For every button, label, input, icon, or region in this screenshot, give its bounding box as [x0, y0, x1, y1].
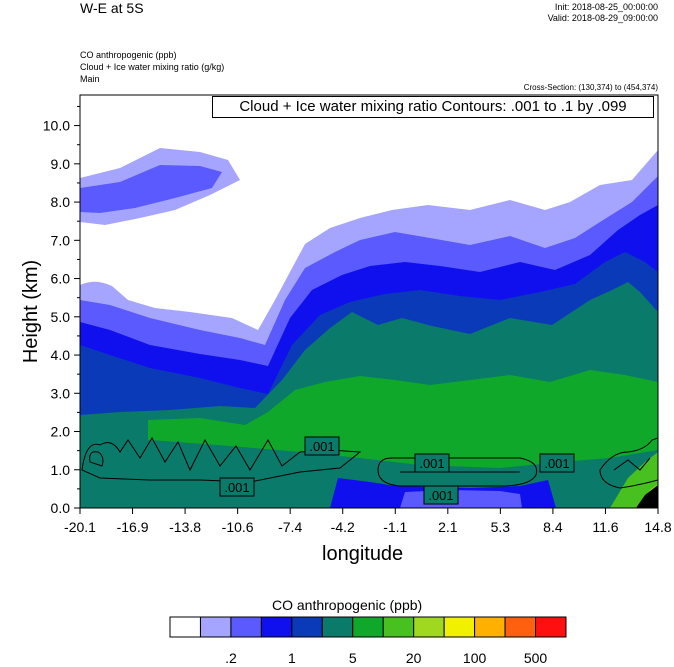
contour-label-box: [539, 453, 575, 473]
y-tick-label: 9.0: [51, 156, 71, 172]
y-axis-label: Height (km): [20, 259, 43, 364]
colorbar-swatch: [291, 616, 323, 638]
x-axis: -20.1 -16.9 -13.8 -10.6 -7.4 -4.2 -1.1 2.1 5.3 8.…: [64, 508, 672, 535]
y-tick-label: 1.0: [51, 462, 71, 478]
colorbar-label: 500: [524, 650, 548, 666]
main-title: W-E at 5S: [80, 0, 144, 16]
colorbar-swatch: [321, 616, 354, 638]
filled-contours: [80, 95, 658, 508]
y-tick-label: 3.0: [51, 385, 71, 401]
colorbar-label: 1: [288, 650, 296, 666]
x-axis-label: longitude: [322, 543, 404, 565]
colorbar-title: CO anthropogenic (ppb): [272, 597, 423, 613]
contour-labels: .001 .001 .001 .001 .001: [219, 436, 575, 505]
contour-label: .001: [224, 480, 249, 495]
x-tick-label: -13.8: [169, 519, 201, 535]
y-tick-label: 8.0: [51, 194, 71, 210]
valid-time: Valid: 2018-08-29_09:00:00: [547, 13, 658, 23]
colorbar-swatch: [535, 616, 567, 638]
contour-label: .001: [309, 439, 334, 454]
x-tick-label: -20.1: [64, 519, 96, 535]
y-tick-label: 6.0: [51, 271, 71, 287]
x-tick-label: 14.8: [644, 519, 671, 535]
x-tick-label: -16.9: [117, 519, 149, 535]
x-tick-label: 5.3: [491, 519, 511, 535]
x-tick-label: 11.6: [592, 519, 618, 535]
field-name-main: Main: [80, 74, 100, 84]
colorbar-swatch: [504, 616, 537, 638]
init-time: Init: 2018-08-25_00:00:00: [554, 2, 658, 12]
colorbar-swatch: [474, 616, 506, 638]
colorbar-label: 5: [349, 650, 357, 666]
y-tick-label: 2.0: [51, 424, 71, 440]
contour-label-box: [423, 485, 459, 505]
contour-label-box: [219, 477, 255, 497]
colorbar-swatch: [382, 616, 415, 638]
x-tick-label: -10.6: [222, 519, 254, 535]
colorbar-swatch: [169, 616, 201, 638]
y-tick-label: 10.0: [43, 118, 70, 134]
field-name-cloud: Cloud + Ice water mixing ratio (g/kg): [80, 62, 225, 72]
contour-label: .001: [428, 488, 453, 503]
x-tick-label: -4.2: [331, 519, 355, 535]
contour-label: .001: [544, 456, 569, 471]
y-tick-label: 7.0: [51, 232, 71, 248]
x-tick-label: 8.4: [543, 519, 563, 535]
contour-info-box: Cloud + Ice water mixing ratio Contours:…: [212, 96, 654, 118]
colorbar: .2 1 5 20 100 500: [169, 616, 567, 666]
contour-label: .001: [419, 456, 444, 471]
colorbar-swatch: [260, 616, 293, 638]
x-tick-label: -7.4: [278, 519, 302, 535]
x-tick-label: -1.1: [383, 519, 407, 535]
x-tick-label: 2.1: [438, 519, 458, 535]
colorbar-swatch: [199, 616, 232, 638]
colorbar-label: 20: [406, 650, 422, 666]
colorbar-label: 100: [463, 650, 487, 666]
field-name-co: CO anthropogenic (ppb): [80, 50, 177, 60]
colorbar-swatch: [352, 616, 384, 638]
plot-frame: [79, 94, 659, 509]
y-tick-label: 4.0: [51, 347, 71, 363]
contour-label-box: [414, 453, 450, 473]
y-tick-label: 5.0: [51, 309, 71, 325]
colorbar-swatch: [230, 616, 262, 638]
colorbar-swatch: [413, 616, 445, 638]
colorbar-swatch: [443, 616, 476, 638]
colorbar-label: .2: [225, 650, 237, 666]
y-axis: 0.0 1.0 2.0 3.0 4.0 5.0 6.0 7.0 8.0 9.0 10.0: [43, 105, 80, 516]
cross-section-label: Cross-Section: (130,374) to (454,374): [523, 83, 658, 92]
y-tick-label: 0.0: [51, 500, 71, 516]
contour-label-box: [304, 436, 340, 456]
